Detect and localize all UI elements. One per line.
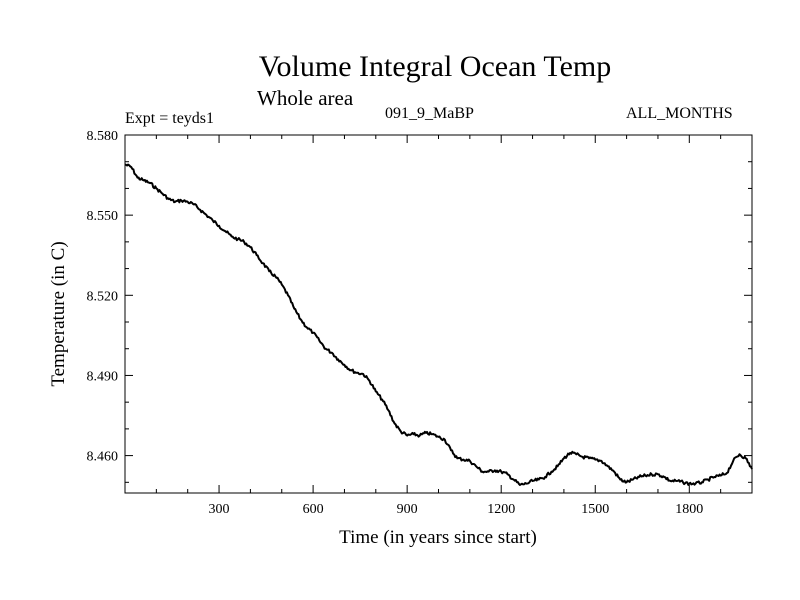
months-label: ALL_MONTHS [626,105,733,122]
y-tick-label: 8.460 [87,450,119,465]
x-tick-label: 300 [209,502,230,517]
chart-subtitle: Whole area [257,86,354,110]
y-tick-label: 8.550 [87,209,119,224]
y-tick-label: 8.520 [87,289,119,304]
series-line [124,163,753,486]
y-tick-label: 8.580 [87,129,119,144]
x-tick-label: 1500 [581,502,609,517]
y-axis-label: Temperature (in C) [48,241,69,386]
x-tick-label: 1800 [675,502,703,517]
x-tick-label: 1200 [487,502,515,517]
period-label: 091_9_MaBP [385,105,474,122]
x-tick-label: 600 [303,502,324,517]
plot-frame [124,134,753,494]
x-tick-label: 900 [397,502,418,517]
experiment-label: Expt = teyds1 [125,110,215,127]
y-tick-label: 8.490 [87,369,119,384]
x-axis-label: Time (in years since start) [339,527,537,548]
chart-title: Volume Integral Ocean Temp [258,50,612,83]
